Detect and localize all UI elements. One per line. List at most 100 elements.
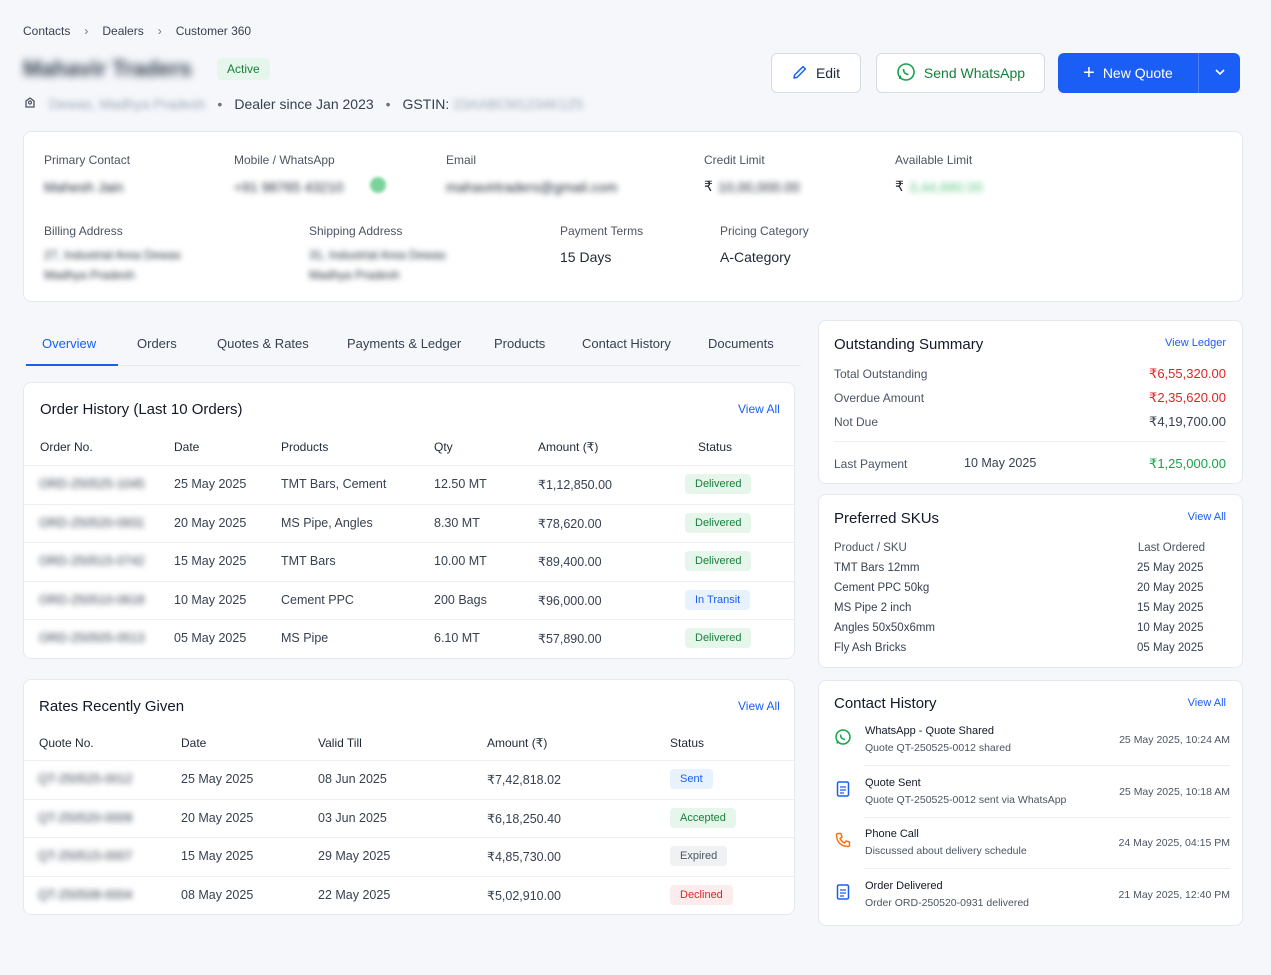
rupee-symbol: ₹ — [704, 178, 713, 194]
status-badge: Declined — [670, 884, 733, 905]
shipping-address-label: Shipping Address — [309, 224, 403, 238]
breadcrumb-dealers[interactable]: Dealers — [102, 24, 144, 38]
document-icon — [834, 883, 852, 901]
view-ledger-link[interactable]: View Ledger — [1165, 337, 1226, 349]
dealer-meta: Dewas, Madhya Pradesh • Dealer since Jan… — [23, 95, 583, 112]
contact-history-title: Contact History — [834, 695, 937, 712]
breadcrumb-contacts[interactable]: Contacts — [23, 24, 71, 38]
preferred-skus-card: Preferred SKUs View All Product / SKU La… — [818, 494, 1243, 668]
contact-history-title: Quote Sent — [865, 776, 921, 789]
row-divider — [864, 816, 1230, 818]
tab-documents[interactable]: Documents — [708, 335, 774, 351]
rates-view-all-link[interactable]: View All — [738, 699, 780, 713]
order-products: MS Pipe, Angles — [281, 515, 373, 530]
row-divider — [24, 465, 794, 466]
chevron-right-icon: › — [157, 24, 162, 38]
not-due-value: ₹4,19,700.00 — [1149, 414, 1226, 429]
sku-col-header-product: Product / SKU — [834, 542, 907, 554]
order-number[interactable]: ORD-250510-0618 — [39, 592, 145, 607]
contact-history-time: 24 May 2025, 04:15 PM — [1118, 837, 1231, 849]
email-label: Email — [446, 153, 477, 167]
order-date: 10 May 2025 — [174, 592, 247, 607]
breadcrumb-current: Customer 360 — [175, 24, 252, 38]
tab-orders[interactable]: Orders — [137, 335, 177, 351]
quote-amount: ₹6,18,250.40 — [487, 811, 561, 826]
order-qty: 6.10 MT — [434, 631, 480, 645]
tab-payments-ledger[interactable]: Payments & Ledger — [347, 335, 462, 351]
order-history-card: Order History (Last 10 Orders) View All … — [23, 382, 795, 659]
rupee-symbol: ₹ — [895, 178, 904, 194]
row-divider — [864, 765, 1230, 766]
active-tab-indicator — [26, 364, 118, 366]
whatsapp-icon — [896, 62, 916, 85]
skus-view-all-link[interactable]: View All — [1187, 511, 1226, 523]
status-badge: In Transit — [685, 589, 751, 610]
col-header-qty: Qty — [434, 440, 453, 454]
new-quote-dropdown-button[interactable] — [1198, 53, 1240, 93]
contact-history-time: 21 May 2025, 12:40 PM — [1118, 888, 1231, 901]
credit-limit-label: Credit Limit — [704, 153, 765, 167]
row-divider — [24, 798, 794, 800]
row-divider — [864, 868, 1230, 869]
primary-contact-label: Primary Contact — [44, 153, 131, 167]
sku-col-header-last-ordered: Last Ordered — [1137, 542, 1205, 554]
status-badge: Accepted — [670, 807, 736, 828]
send-whatsapp-label: Send WhatsApp — [923, 65, 1026, 81]
quote-number[interactable]: QT-250525-0012 — [38, 772, 133, 786]
tab-contact-history[interactable]: Contact History — [582, 335, 671, 351]
tab-bar: Overview Orders Quotes & Rates Payments … — [23, 320, 801, 366]
edit-button[interactable]: Edit — [771, 53, 861, 93]
quote-date: 20 May 2025 — [181, 810, 254, 825]
overdue-amount-value: ₹2,35,620.00 — [1149, 390, 1226, 405]
order-date: 05 May 2025 — [174, 631, 247, 645]
order-date: 20 May 2025 — [174, 515, 247, 530]
separator-dot: • — [217, 95, 223, 112]
edit-button-label: Edit — [815, 65, 841, 81]
quote-number[interactable]: QT-250515-0007 — [38, 849, 133, 863]
payment-terms-label: Payment Terms — [560, 224, 644, 238]
gstin-label: GSTIN: — [402, 95, 450, 112]
col-header-valid-till: Valid Till — [318, 736, 362, 750]
document-icon — [834, 780, 852, 798]
quote-date: 25 May 2025 — [181, 772, 254, 786]
orders-view-all-link[interactable]: View All — [738, 402, 780, 416]
quote-amount: ₹5,02,910.00 — [487, 888, 561, 903]
order-number[interactable]: ORD-250520-0931 — [39, 515, 145, 530]
whatsapp-icon[interactable] — [370, 177, 386, 193]
dealer-info-card: Primary Contact Mahesh Jain Mobile / Wha… — [23, 131, 1243, 302]
order-number[interactable]: ORD-250515-0742 — [39, 554, 145, 568]
contact-history-card: Contact History View All — [818, 680, 1243, 926]
row-divider — [24, 503, 794, 505]
order-amount: ₹57,890.00 — [538, 632, 602, 646]
order-amount: ₹96,000.00 — [538, 593, 602, 608]
pricing-category-label: Pricing Category — [720, 224, 809, 238]
order-qty: 12.50 MT — [434, 477, 487, 491]
quote-amount: ₹4,85,730.00 — [487, 850, 561, 864]
quote-valid-till: 08 Jun 2025 — [318, 772, 387, 786]
contact-history-view-all-link[interactable]: View All — [1187, 697, 1226, 709]
tab-products[interactable]: Products — [494, 335, 546, 351]
pencil-icon — [792, 64, 808, 83]
send-whatsapp-button[interactable]: Send WhatsApp — [876, 53, 1045, 93]
available-limit-value: 3,44,680.00 — [909, 179, 983, 195]
order-number[interactable]: ORD-250505-0513 — [39, 631, 145, 645]
outstanding-title: Outstanding Summary — [834, 336, 984, 353]
sku-last-ordered: 10 May 2025 — [1137, 622, 1204, 634]
rates-title: Rates Recently Given — [39, 698, 185, 715]
order-amount: ₹89,400.00 — [538, 555, 602, 569]
row-divider — [24, 580, 794, 582]
contact-history-time: 25 May 2025, 10:18 AM — [1119, 785, 1230, 798]
sku-last-ordered: 15 May 2025 — [1137, 602, 1204, 614]
location-pin-icon — [23, 95, 37, 112]
row-divider — [24, 542, 794, 543]
divider — [834, 441, 1226, 442]
new-quote-button[interactable]: + New Quote — [1058, 53, 1198, 93]
payment-terms-value: 15 Days — [560, 249, 612, 265]
tab-overview[interactable]: Overview — [42, 335, 97, 351]
order-number[interactable]: ORD-250525-1045 — [39, 477, 145, 491]
tab-quotes-rates[interactable]: Quotes & Rates — [217, 335, 309, 351]
total-outstanding-label: Total Outstanding — [834, 367, 928, 381]
col-header-amount: Amount (₹) — [538, 440, 599, 454]
quote-number[interactable]: QT-250520-0009 — [38, 810, 133, 825]
quote-number[interactable]: QT-250508-0004 — [38, 887, 133, 902]
